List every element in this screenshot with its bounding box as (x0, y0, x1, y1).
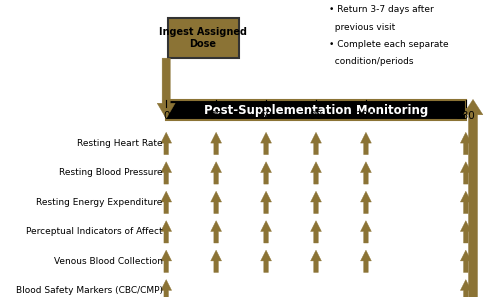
Polygon shape (157, 58, 175, 119)
Polygon shape (310, 132, 322, 155)
Text: 30: 30 (210, 111, 222, 121)
Text: 180: 180 (456, 111, 475, 121)
Text: Blood Safety Markers (CBC/CMP): Blood Safety Markers (CBC/CMP) (16, 286, 163, 295)
Text: 90: 90 (310, 111, 322, 121)
Polygon shape (360, 221, 372, 243)
Polygon shape (161, 250, 172, 272)
Polygon shape (460, 162, 471, 184)
FancyBboxPatch shape (168, 18, 238, 58)
Polygon shape (460, 221, 471, 243)
Polygon shape (460, 191, 471, 214)
Polygon shape (360, 162, 372, 184)
Polygon shape (260, 250, 272, 272)
Polygon shape (460, 250, 471, 272)
Polygon shape (161, 132, 172, 155)
Text: Resting Energy Expenditure: Resting Energy Expenditure (36, 198, 162, 207)
Polygon shape (360, 250, 372, 272)
Text: • Complete each separate: • Complete each separate (329, 40, 448, 49)
Text: previous visit: previous visit (329, 23, 396, 31)
Polygon shape (210, 221, 222, 243)
Polygon shape (161, 162, 172, 184)
Polygon shape (260, 132, 272, 155)
Polygon shape (260, 221, 272, 243)
Polygon shape (310, 162, 322, 184)
Polygon shape (360, 191, 372, 214)
Polygon shape (210, 191, 222, 214)
Text: condition/periods: condition/periods (329, 57, 413, 67)
Polygon shape (310, 221, 322, 243)
Polygon shape (260, 191, 272, 214)
Polygon shape (260, 162, 272, 184)
Polygon shape (460, 279, 471, 297)
Text: 60: 60 (260, 111, 272, 121)
Polygon shape (360, 132, 372, 155)
Polygon shape (463, 99, 483, 297)
Text: Resting Heart Rate: Resting Heart Rate (77, 139, 162, 148)
Polygon shape (310, 191, 322, 214)
Polygon shape (161, 221, 172, 243)
Text: Post-Supplementation Monitoring: Post-Supplementation Monitoring (204, 104, 428, 117)
Text: • Return 3-7 days after: • Return 3-7 days after (329, 5, 434, 14)
Text: Resting Blood Pressure: Resting Blood Pressure (59, 168, 162, 177)
Text: 120: 120 (356, 111, 376, 121)
Polygon shape (460, 132, 471, 155)
Polygon shape (210, 132, 222, 155)
Polygon shape (210, 162, 222, 184)
Text: Ingest Assigned
Dose: Ingest Assigned Dose (159, 27, 247, 49)
Text: Perceptual Indicators of Affect: Perceptual Indicators of Affect (26, 227, 162, 236)
Polygon shape (161, 191, 172, 214)
Text: 0: 0 (163, 111, 170, 121)
Bar (166, 100, 466, 120)
Polygon shape (310, 250, 322, 272)
Text: Venous Blood Collection: Venous Blood Collection (54, 257, 162, 266)
Polygon shape (161, 279, 172, 297)
Polygon shape (210, 250, 222, 272)
